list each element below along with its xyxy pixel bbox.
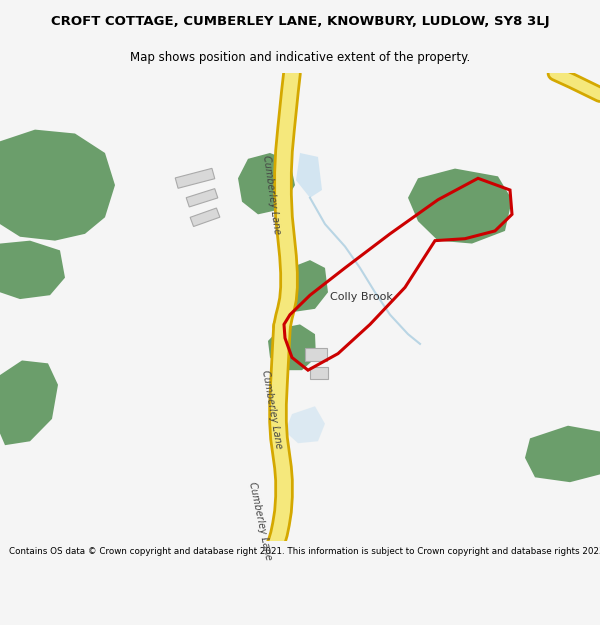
Bar <box>186 189 218 207</box>
Polygon shape <box>238 153 295 214</box>
Polygon shape <box>408 169 512 244</box>
Bar <box>190 208 220 226</box>
Text: Contains OS data © Crown copyright and database right 2021. This information is : Contains OS data © Crown copyright and d… <box>9 548 600 556</box>
Polygon shape <box>0 361 58 445</box>
Polygon shape <box>285 406 325 443</box>
Polygon shape <box>268 324 316 370</box>
Bar <box>310 368 328 379</box>
Text: Cumberley Lane: Cumberley Lane <box>262 154 283 235</box>
Bar <box>305 348 327 361</box>
Polygon shape <box>296 153 322 198</box>
Text: Colly Brook: Colly Brook <box>330 292 393 302</box>
Text: Cumberley Lane: Cumberley Lane <box>247 481 273 561</box>
Polygon shape <box>0 129 115 241</box>
Text: Map shows position and indicative extent of the property.: Map shows position and indicative extent… <box>130 51 470 64</box>
Polygon shape <box>525 426 600 483</box>
Text: CROFT COTTAGE, CUMBERLEY LANE, KNOWBURY, LUDLOW, SY8 3LJ: CROFT COTTAGE, CUMBERLEY LANE, KNOWBURY,… <box>50 16 550 29</box>
Bar <box>175 168 215 188</box>
Polygon shape <box>0 241 65 299</box>
Text: Cumberley Lane: Cumberley Lane <box>260 369 284 449</box>
Polygon shape <box>280 260 328 312</box>
